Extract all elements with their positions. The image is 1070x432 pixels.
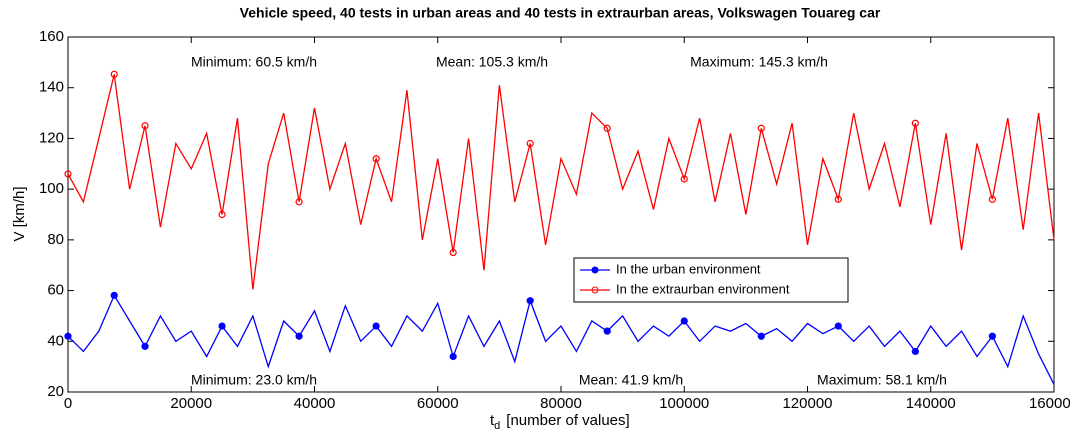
legend-label: In the urban environment [616,261,761,276]
series-marker [295,198,303,206]
series-marker [680,175,688,183]
y-tick-label: 20 [47,383,64,400]
series-marker [988,195,996,203]
series-marker [218,210,226,219]
x-label-subscript: d [494,420,500,432]
series-marker [218,322,226,330]
x-label-main: t [490,412,495,429]
x-tick-label: 0 [64,395,72,412]
series-marker [449,352,457,361]
series-marker [603,124,611,132]
chart-title: Vehicle speed, 40 tests in urban areas a… [240,5,881,21]
series-marker [110,291,118,299]
series-marker [372,322,380,330]
annotation: Minimum: 23.0 km/h [191,372,317,388]
y-tick-label: 80 [47,231,64,248]
legend-box [573,257,849,303]
annotation: Maximum: 145.3 km/h [690,54,828,70]
x-tick-label: 80000 [540,395,582,412]
series-line [67,293,1055,385]
annotation: Minimum: 60.5 km/h [191,54,317,70]
plot-area [67,36,1055,393]
y-axis-label: V [km/h] [11,186,28,241]
annotation: Mean: 41.9 km/h [579,372,683,388]
legend-marker [591,286,599,294]
series-marker [64,170,72,178]
x-label-rest: [number of values] [506,412,629,429]
series-marker [64,332,72,340]
y-tick-label: 120 [39,129,64,146]
series-marker [680,317,688,325]
x-tick-label: 100000 [659,395,709,412]
x-axis-label: td [number of values] [490,412,630,432]
x-tick-label: 40000 [294,395,336,412]
annotation: Maximum: 58.1 km/h [817,372,947,388]
series-marker [449,248,457,257]
series-marker [603,327,611,335]
series-marker [110,70,118,78]
series-marker [295,332,303,340]
series-marker [834,195,842,203]
series-marker [526,139,534,148]
series-marker [372,155,380,163]
series-marker [141,342,149,350]
x-tick-label: 160000 [1029,395,1070,412]
series-marker [911,347,919,356]
y-tick-label: 160 [39,28,64,45]
series-marker [526,297,534,305]
y-tick-label: 40 [47,332,64,349]
x-tick-label: 120000 [782,395,832,412]
x-tick-label: 60000 [417,395,459,412]
series-marker [757,332,765,340]
series-marker [988,332,996,340]
y-tick-label: 140 [39,79,64,96]
series-line [67,74,1055,290]
y-tick-label: 60 [47,282,64,299]
series-marker [757,124,765,132]
annotation: Mean: 105.3 km/h [436,54,548,70]
x-tick-label: 140000 [906,395,956,412]
legend-label: In the extraurban environment [616,281,790,296]
legend-marker [591,266,599,274]
y-tick-label: 100 [39,180,64,197]
x-tick-label: 20000 [170,395,212,412]
series-marker [141,122,149,130]
series-marker [911,119,919,127]
series-marker [834,322,842,330]
